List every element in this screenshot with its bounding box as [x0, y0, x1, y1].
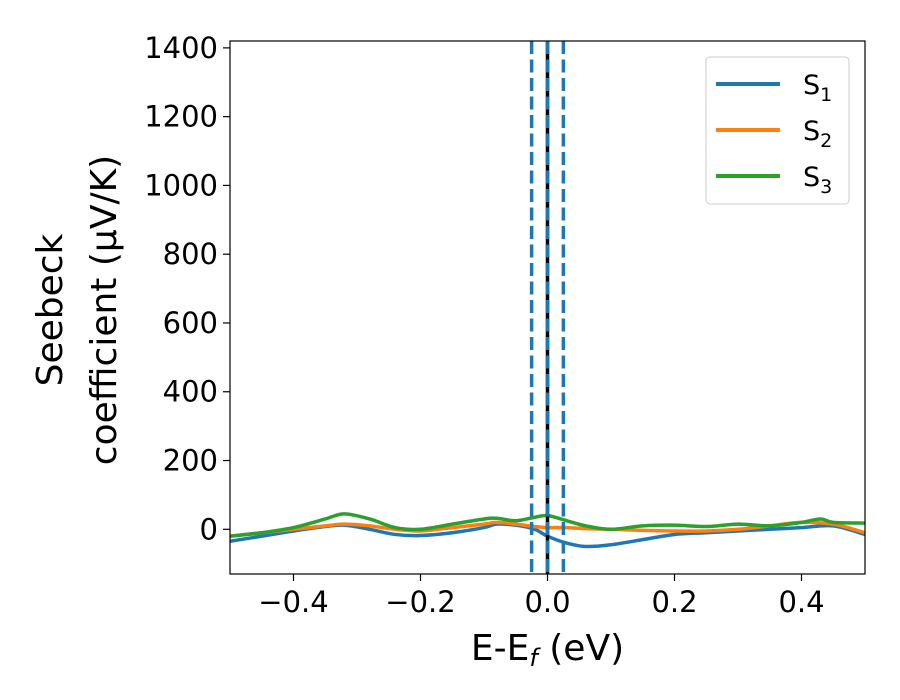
x-axis-label: E-Ef (eV) — [471, 628, 624, 672]
legend-label-s3: S3 — [803, 162, 832, 198]
legend: S1 S2 S3 — [705, 56, 850, 205]
legend-label-s2: S2 — [803, 116, 832, 152]
y-axis-label: Seebeck coefficient (μV/K) — [30, 155, 125, 465]
plot-clip-group — [230, 41, 865, 574]
legend-label-s1: S1 — [803, 70, 832, 106]
y-tick-label: 1200 — [144, 100, 218, 134]
x-tick-label: 0.2 — [651, 585, 697, 619]
plot-area — [230, 41, 865, 574]
y-tick-label: 0 — [200, 512, 218, 546]
x-axis: −0.4 −0.2 0.0 0.2 0.4 — [258, 574, 825, 619]
y-tick-label: 1400 — [144, 31, 218, 65]
x-tick-label: 0.4 — [778, 585, 824, 619]
y-tick-label: 600 — [163, 306, 218, 340]
y-tick-label: 200 — [163, 444, 218, 478]
y-axis-label-line2: coefficient (μV/K) — [84, 155, 125, 465]
series-line-s3 — [230, 512, 865, 538]
series-line-s2 — [230, 520, 865, 538]
x-tick-label: −0.4 — [258, 585, 328, 619]
y-tick-label: 1000 — [144, 168, 218, 202]
y-axis-label-line1: Seebeck — [30, 233, 71, 386]
y-axis: 0 200 400 600 800 1000 1200 1400 — [144, 31, 230, 546]
x-tick-label: 0.0 — [524, 585, 570, 619]
y-tick-label: 400 — [163, 375, 218, 409]
x-tick-label: −0.2 — [385, 585, 455, 619]
y-tick-label: 800 — [163, 237, 218, 271]
